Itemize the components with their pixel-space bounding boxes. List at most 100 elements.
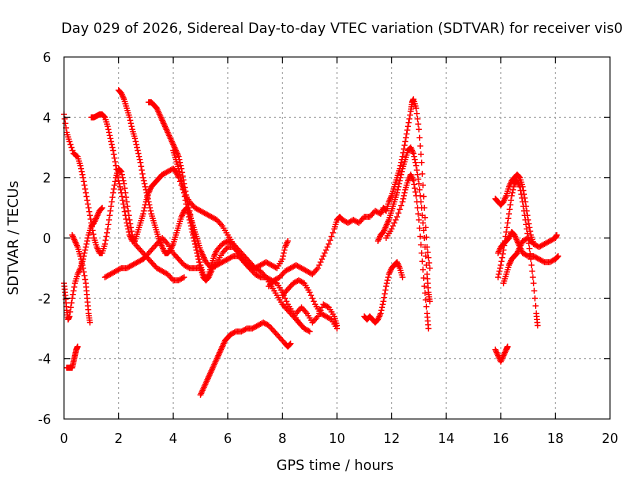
x-tick-label: 8 [278,432,286,447]
data-point [136,153,143,160]
data-point [69,147,76,154]
data-point [189,231,196,238]
data-point [416,225,423,232]
series-pass-16 [69,231,93,326]
data-point [104,123,111,130]
data-point [422,244,429,251]
y-tick-label: -2 [38,292,51,307]
data-point [523,225,530,232]
y-tick-label: 4 [43,111,51,126]
data-point [84,201,91,208]
data-point [187,219,194,226]
y-axis-label: SDTVAR / TECUs [6,181,22,296]
data-point [412,159,419,166]
data-point [188,225,195,232]
data-point [555,253,562,260]
data-point [306,328,313,335]
data-point [193,247,200,254]
data-point [523,252,530,259]
data-point [185,264,192,271]
data-point [417,241,424,248]
data-point [80,265,87,272]
data-point [399,153,406,160]
data-point [299,279,306,286]
series-pass-18 [492,343,511,365]
data-point [110,189,117,196]
data-point [554,253,561,260]
data-point [380,298,387,305]
data-point [121,185,128,192]
data-point [306,289,313,296]
data-point [404,127,411,134]
data-point [74,343,81,350]
data-point [509,189,516,196]
data-point [121,208,128,215]
data-point [71,284,78,291]
data-point [422,224,429,231]
data-point [280,253,287,260]
data-point [79,171,86,178]
data-point [194,253,201,260]
data-point [90,231,97,238]
data-point [421,235,428,241]
data-point [117,167,124,174]
data-point [406,115,413,122]
data-point [126,114,133,121]
data-point [499,254,506,261]
data-point [420,227,427,234]
data-point [107,135,114,142]
data-point [140,177,147,184]
data-point [383,283,390,290]
data-point [504,219,511,226]
data-point [422,253,429,260]
data-point [66,138,73,145]
data-point [112,178,119,185]
data-point [68,144,75,151]
data-point [256,273,263,280]
series-pass-13 [383,171,432,332]
data-point [116,180,123,187]
data-point [119,174,126,181]
data-point [78,259,85,266]
data-point [506,206,513,213]
data-point [379,301,386,308]
data-point [190,235,197,241]
data-point [83,193,90,200]
data-point [125,225,132,232]
data-point [516,173,523,180]
series-pass-20 [495,228,562,266]
data-point [84,238,91,245]
data-point [282,295,289,302]
data-point [415,180,422,187]
data-point [354,219,361,226]
data-point [523,235,530,242]
data-point [394,189,401,196]
data-point [66,313,73,320]
series-pass-8 [265,96,433,290]
data-point [122,212,129,219]
x-tick-label: 4 [169,432,177,447]
data-point [324,303,331,310]
data-point [85,204,92,211]
data-point [411,156,418,163]
data-point [196,259,203,266]
data-point [177,174,184,181]
data-point [124,203,131,210]
data-point [410,177,417,184]
data-point [125,207,132,214]
data-point [139,170,146,177]
data-point [530,241,537,248]
data-point [286,341,293,348]
data-point [540,258,547,265]
data-point [101,113,108,120]
data-point [132,138,139,145]
data-point [419,182,426,189]
data-point [119,171,126,178]
series-pass-7 [197,319,294,398]
data-point [80,178,87,185]
data-point [524,230,531,237]
data-point [281,247,288,254]
data-point [82,189,89,196]
data-point [314,313,321,320]
